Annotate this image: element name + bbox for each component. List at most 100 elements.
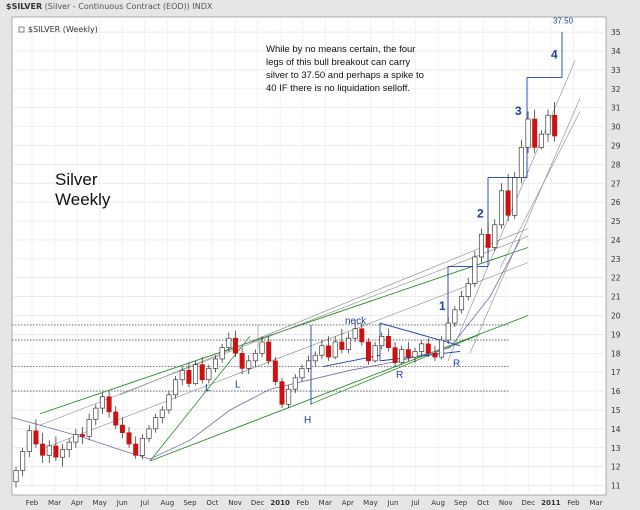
candle-body (219, 347, 225, 360)
trend-line (469, 98, 581, 354)
x-tick-label: Mar (48, 499, 61, 507)
y-tick-label: 34 (611, 47, 621, 56)
candle-body (412, 351, 418, 358)
candle-body (385, 335, 391, 348)
x-tick-label: Aug (431, 499, 445, 507)
candle-body (206, 368, 212, 381)
candle-body (80, 434, 86, 437)
candle-body (492, 224, 498, 248)
chart-title-line1: Silver (55, 170, 98, 189)
x-tick-label: Apr (71, 499, 83, 507)
annotation-note-line3: silver to 37.50 and perhaps a spike to (266, 70, 424, 81)
symbol-label: $SILVER (6, 2, 43, 11)
x-tick-label: Mar (589, 499, 602, 507)
leg-number: 4 (551, 48, 558, 62)
candle-body (306, 360, 312, 369)
candle-body (319, 345, 325, 356)
candle-body (379, 335, 385, 347)
candle-body (246, 360, 252, 369)
neck-label: neck (345, 316, 367, 327)
candle-body (159, 409, 165, 418)
x-tick-label: Nov (228, 499, 242, 507)
right-shoulder-label: R (453, 359, 460, 370)
candle-body (226, 337, 232, 348)
x-tick-label: Jul (410, 499, 420, 507)
candle-body (146, 428, 152, 439)
trend-line (39, 262, 529, 450)
y-tick-label: 23 (611, 255, 621, 264)
y-tick-label: 25 (611, 217, 621, 226)
candle-body (445, 322, 451, 341)
x-tick-label: Sep (454, 499, 468, 507)
candle-body (485, 233, 491, 248)
candle-body (326, 345, 332, 358)
candle-body (299, 368, 305, 379)
candle-body (472, 256, 478, 284)
candle-body (518, 147, 524, 178)
candle-body (153, 417, 159, 430)
chart-header: $SILVER (Silver - Continuous Contract (E… (6, 2, 212, 16)
candle-body (26, 430, 32, 452)
candle-body (33, 430, 39, 445)
candle-body (532, 118, 538, 148)
candle-body (439, 339, 445, 358)
y-tick-label: 21 (611, 293, 621, 302)
y-tick-label: 32 (611, 85, 621, 94)
x-tick-label: Apr (342, 499, 354, 507)
y-tick-label: 12 (611, 463, 621, 472)
x-tick-label: Jun (386, 499, 398, 507)
x-tick-label: May (363, 499, 377, 507)
x-tick-label: Oct (477, 499, 489, 507)
y-tick-label: 30 (611, 123, 621, 132)
right-shoulder-label: R (396, 370, 403, 381)
x-tick-label: Dec (522, 499, 536, 507)
candle-body (113, 411, 119, 426)
candle-body (93, 407, 99, 420)
x-tick-label: Feb (26, 499, 39, 507)
legend-swatch (18, 26, 25, 33)
y-tick-label: 27 (611, 179, 621, 188)
exchange-label: INDX (192, 2, 213, 11)
candle-body (286, 388, 292, 405)
candle-body (46, 445, 52, 456)
candle-body (99, 396, 105, 409)
target-label: 37.50 (553, 17, 574, 26)
plot-area (11, 16, 607, 496)
chart-title-line2: Weekly (55, 190, 111, 209)
candle-body (359, 328, 365, 343)
candle-body (252, 353, 258, 362)
candle-body (239, 353, 245, 369)
annotation-note-line1: While by no means certain, the four (266, 44, 415, 55)
y-tick-label: 20 (611, 312, 621, 321)
y-tick-label: 26 (611, 198, 621, 207)
trend-line (379, 322, 461, 347)
candle-body (399, 349, 405, 364)
trend-line (149, 336, 251, 462)
legend-label: $SILVER (Weekly) (28, 25, 98, 34)
horizontal-levels (12, 324, 510, 392)
x-tick-label: Feb (297, 499, 310, 507)
y-tick-label: 19 (611, 330, 621, 339)
candle-body (419, 343, 425, 352)
trend-line (149, 315, 529, 462)
y-tick-label: 33 (611, 66, 621, 75)
y-tick-label: 13 (611, 444, 621, 453)
candle-body (86, 419, 92, 437)
candle-body (199, 364, 205, 381)
candle-body (405, 349, 411, 358)
trend-line (499, 111, 581, 269)
annotation-note-line4: 40 IF there is no liquidation selloff. (266, 83, 410, 94)
candle-body (66, 441, 72, 450)
y-tick-label: 17 (611, 368, 621, 377)
leg-number: 2 (477, 206, 484, 220)
candle-body (139, 438, 145, 456)
x-tick-label: Mar (319, 499, 332, 507)
trend-line (447, 60, 576, 361)
x-tick-label: Feb (567, 499, 580, 507)
y-tick-label: 24 (611, 236, 621, 245)
y-axis: 11 12 13 14 15 16 17 18 19 20 21 22 23 24 25 26 27 28 29 30… (611, 28, 621, 490)
y-tick-label: 29 (611, 141, 621, 150)
x-tick-label: Jun (116, 499, 128, 507)
y-tick-label: 14 (611, 425, 621, 434)
